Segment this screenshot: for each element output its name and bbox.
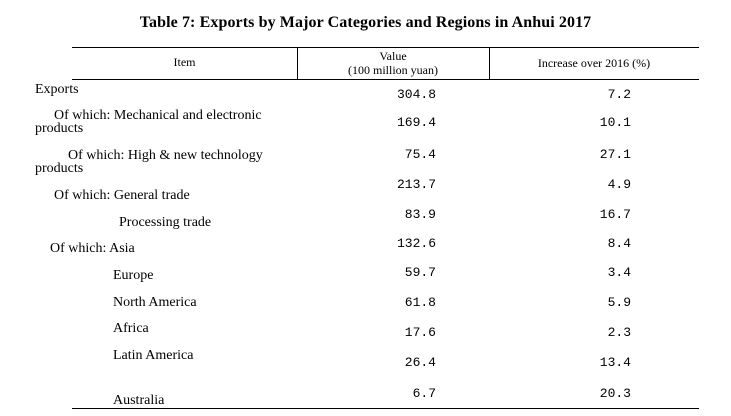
row-increase: 7.2 [607, 87, 631, 102]
row-label: Africa [113, 321, 149, 336]
row-value: 61.8 [404, 295, 436, 310]
row-increase: 5.9 [607, 295, 631, 310]
column-header-value-line1: Value [379, 49, 407, 63]
row-label-continued: products [35, 121, 84, 136]
row-value: 75.4 [404, 147, 436, 162]
row-label: Exports [35, 82, 79, 97]
table-top-rule [72, 47, 699, 48]
row-value: 213.7 [396, 177, 436, 192]
row-label: Australia [113, 393, 165, 408]
row-label: Of which: High & new technology [68, 148, 263, 163]
table-title: Table 7: Exports by Major Categories and… [139, 14, 592, 31]
row-increase: 13.4 [599, 355, 631, 370]
row-label: Of which: General trade [54, 188, 190, 203]
row-label: Of which: Asia [50, 241, 135, 256]
column-header-value: Value (100 million yuan) [297, 49, 489, 77]
row-value: 26.4 [404, 355, 436, 370]
table-bottom-rule [72, 408, 699, 409]
row-increase: 10.1 [599, 115, 631, 130]
column-divider-value [297, 47, 298, 79]
row-increase: 4.9 [607, 177, 631, 192]
row-increase: 8.4 [607, 236, 631, 251]
row-label: Processing trade [119, 215, 212, 230]
column-header-increase: Increase over 2016 (%) [537, 56, 651, 70]
row-value: 304.8 [396, 87, 436, 102]
column-header-item: Item [173, 55, 196, 69]
row-increase: 20.3 [599, 386, 631, 401]
row-increase: 27.1 [599, 147, 631, 162]
row-label: Of which: Mechanical and electronic [54, 108, 262, 123]
row-value: 132.6 [396, 236, 436, 251]
row-increase: 2.3 [607, 325, 631, 340]
row-label: Europe [113, 268, 154, 283]
row-value: 6.7 [412, 386, 436, 401]
row-increase: 16.7 [599, 207, 631, 222]
row-label: Latin America [113, 348, 194, 363]
row-value: 17.6 [404, 325, 436, 340]
row-increase: 3.4 [607, 265, 631, 280]
row-label: North America [113, 295, 197, 310]
column-divider-increase [489, 47, 490, 79]
row-value: 83.9 [404, 207, 436, 222]
row-value: 169.4 [396, 115, 436, 130]
row-value: 59.7 [404, 265, 436, 280]
column-header-value-line2: (100 million yuan) [348, 63, 438, 77]
header-bottom-rule [72, 79, 699, 80]
row-label-continued: products [35, 161, 84, 176]
